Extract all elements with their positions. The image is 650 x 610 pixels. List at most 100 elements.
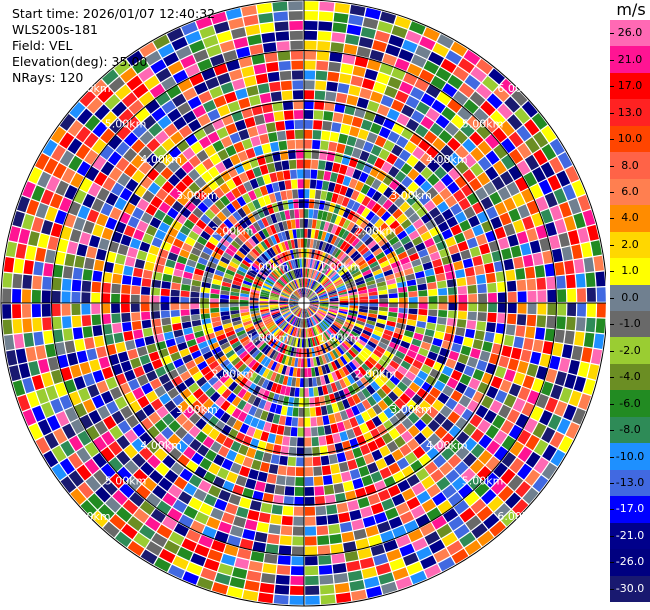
velocity-gate (339, 185, 348, 196)
velocity-gate (374, 135, 387, 148)
velocity-gate (515, 325, 526, 337)
velocity-gate (87, 97, 103, 114)
velocity-gate (419, 36, 436, 51)
velocity-gate (307, 258, 311, 268)
velocity-gate (304, 110, 314, 120)
velocity-gate (342, 440, 352, 451)
velocity-gate (197, 202, 209, 213)
velocity-gate (163, 123, 178, 137)
velocity-gate (283, 311, 292, 318)
velocity-gate (146, 425, 160, 439)
velocity-gate (312, 282, 319, 291)
velocity-gate (304, 397, 310, 407)
velocity-gate (418, 309, 428, 316)
velocity-gate (258, 366, 267, 376)
velocity-gate (252, 541, 266, 553)
velocity-gate (163, 194, 176, 207)
velocity-gate (292, 306, 300, 313)
velocity-gate (292, 229, 297, 239)
velocity-gate (175, 413, 188, 426)
velocity-gate (142, 403, 155, 417)
velocity-gate (312, 357, 318, 367)
velocity-gate (277, 555, 291, 565)
velocity-gate (219, 373, 230, 384)
velocity-gate (270, 308, 280, 312)
velocity-gate (298, 328, 302, 338)
velocity-gate (309, 305, 318, 310)
velocity-gate (425, 108, 440, 122)
velocity-gate (100, 463, 116, 479)
velocity-gate (467, 284, 477, 294)
velocity-gate (441, 532, 458, 547)
velocity-gate (158, 248, 169, 259)
velocity-gate (171, 36, 188, 51)
velocity-gate (367, 225, 378, 236)
velocity-gate (128, 99, 144, 115)
velocity-gate (265, 278, 274, 286)
velocity-gate (400, 218, 412, 230)
velocity-gate (347, 349, 357, 358)
velocity-gate (239, 497, 252, 509)
velocity-gate (379, 11, 397, 24)
velocity-gate (241, 353, 251, 363)
velocity-gate (212, 215, 223, 227)
velocity-gate (315, 313, 323, 321)
velocity-gate (306, 308, 312, 317)
velocity-gate (533, 439, 549, 456)
velocity-gate (482, 341, 493, 353)
velocity-gate (101, 111, 117, 127)
velocity-gate (256, 208, 265, 219)
velocity-gate (272, 101, 283, 112)
velocity-gate (516, 160, 531, 176)
velocity-gate (312, 209, 319, 219)
velocity-gate (398, 303, 408, 308)
velocity-gate (339, 306, 349, 310)
velocity-gate (265, 183, 274, 194)
velocity-gate (202, 246, 213, 256)
velocity-gate (238, 129, 250, 141)
velocity-gate (126, 75, 143, 91)
velocity-gate (308, 318, 312, 327)
velocity-gate (501, 154, 516, 170)
velocity-gate (549, 157, 564, 174)
velocity-gate (315, 250, 321, 260)
velocity-gate (356, 283, 366, 289)
velocity-gate (388, 178, 400, 191)
velocity-gate (113, 332, 124, 344)
colorbar-tick-label: 1.0 (621, 264, 639, 278)
velocity-gate (306, 289, 310, 298)
velocity-gate (318, 307, 328, 312)
velocity-gate (345, 245, 354, 255)
velocity-gate (247, 382, 257, 393)
velocity-gate (37, 419, 52, 436)
velocity-gate (315, 240, 321, 250)
velocity-gate (240, 293, 250, 298)
velocity-gate (276, 130, 287, 141)
velocity-gate (41, 304, 51, 317)
velocity-gate (391, 144, 404, 157)
velocity-gate (239, 465, 251, 478)
velocity-gate (188, 119, 202, 132)
velocity-gate (263, 251, 272, 260)
velocity-gate (57, 238, 69, 253)
velocity-gate (576, 303, 587, 317)
velocity-gate (410, 505, 426, 519)
velocity-gate (452, 66, 469, 82)
velocity-gate (462, 337, 474, 348)
range-ring-label: 4.00km (140, 153, 182, 166)
velocity-gate (456, 277, 467, 287)
velocity-gate (362, 250, 372, 259)
velocity-gate (331, 553, 346, 564)
velocity-gate (346, 94, 359, 106)
velocity-gate (376, 206, 387, 218)
velocity-gate (380, 211, 392, 222)
velocity-gate (346, 199, 356, 210)
velocity-gate (319, 305, 329, 309)
velocity-gate (153, 433, 167, 447)
velocity-gate (277, 280, 285, 287)
velocity-gate (71, 279, 82, 292)
velocity-gate (362, 269, 372, 277)
velocity-gate (90, 79, 107, 96)
velocity-gate (279, 333, 287, 342)
